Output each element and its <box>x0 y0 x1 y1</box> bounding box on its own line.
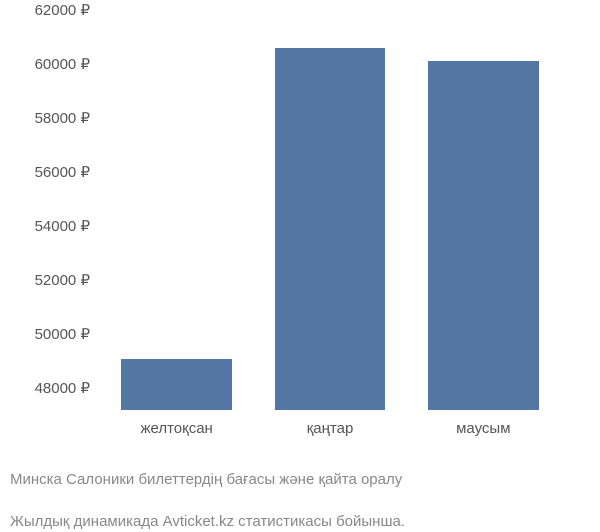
y-tick-label: 54000 ₽ <box>35 217 90 235</box>
y-tick-label: 62000 ₽ <box>35 1 90 19</box>
y-tick-label: 52000 ₽ <box>35 271 90 289</box>
y-tick-label: 56000 ₽ <box>35 163 90 181</box>
y-tick-label: 48000 ₽ <box>35 379 90 397</box>
y-axis: 48000 ₽ 50000 ₽ 52000 ₽ 54000 ₽ 56000 ₽ 58000… <box>0 10 95 410</box>
plot-area <box>100 10 560 410</box>
x-tick-label: қаңтар <box>307 420 354 437</box>
x-tick-label: маусым <box>456 420 510 437</box>
y-tick-label: 50000 ₽ <box>35 325 90 343</box>
y-tick-label: 60000 ₽ <box>35 55 90 73</box>
caption-line-2: Жылдық динамикада Avticket.kz статистика… <box>10 513 405 530</box>
bar <box>275 48 385 410</box>
bar <box>121 359 231 410</box>
chart-caption: Минска Салоники билеттердің бағасы және … <box>10 448 405 532</box>
caption-line-1: Минска Салоники билеттердің бағасы және … <box>10 471 402 488</box>
x-tick-label: желтоқсан <box>140 420 212 437</box>
x-axis: желтоқсан қаңтар маусым <box>100 415 560 445</box>
bar <box>428 61 538 410</box>
chart-container: 48000 ₽ 50000 ₽ 52000 ₽ 54000 ₽ 56000 ₽ 58000… <box>0 0 600 500</box>
y-tick-label: 58000 ₽ <box>35 109 90 127</box>
